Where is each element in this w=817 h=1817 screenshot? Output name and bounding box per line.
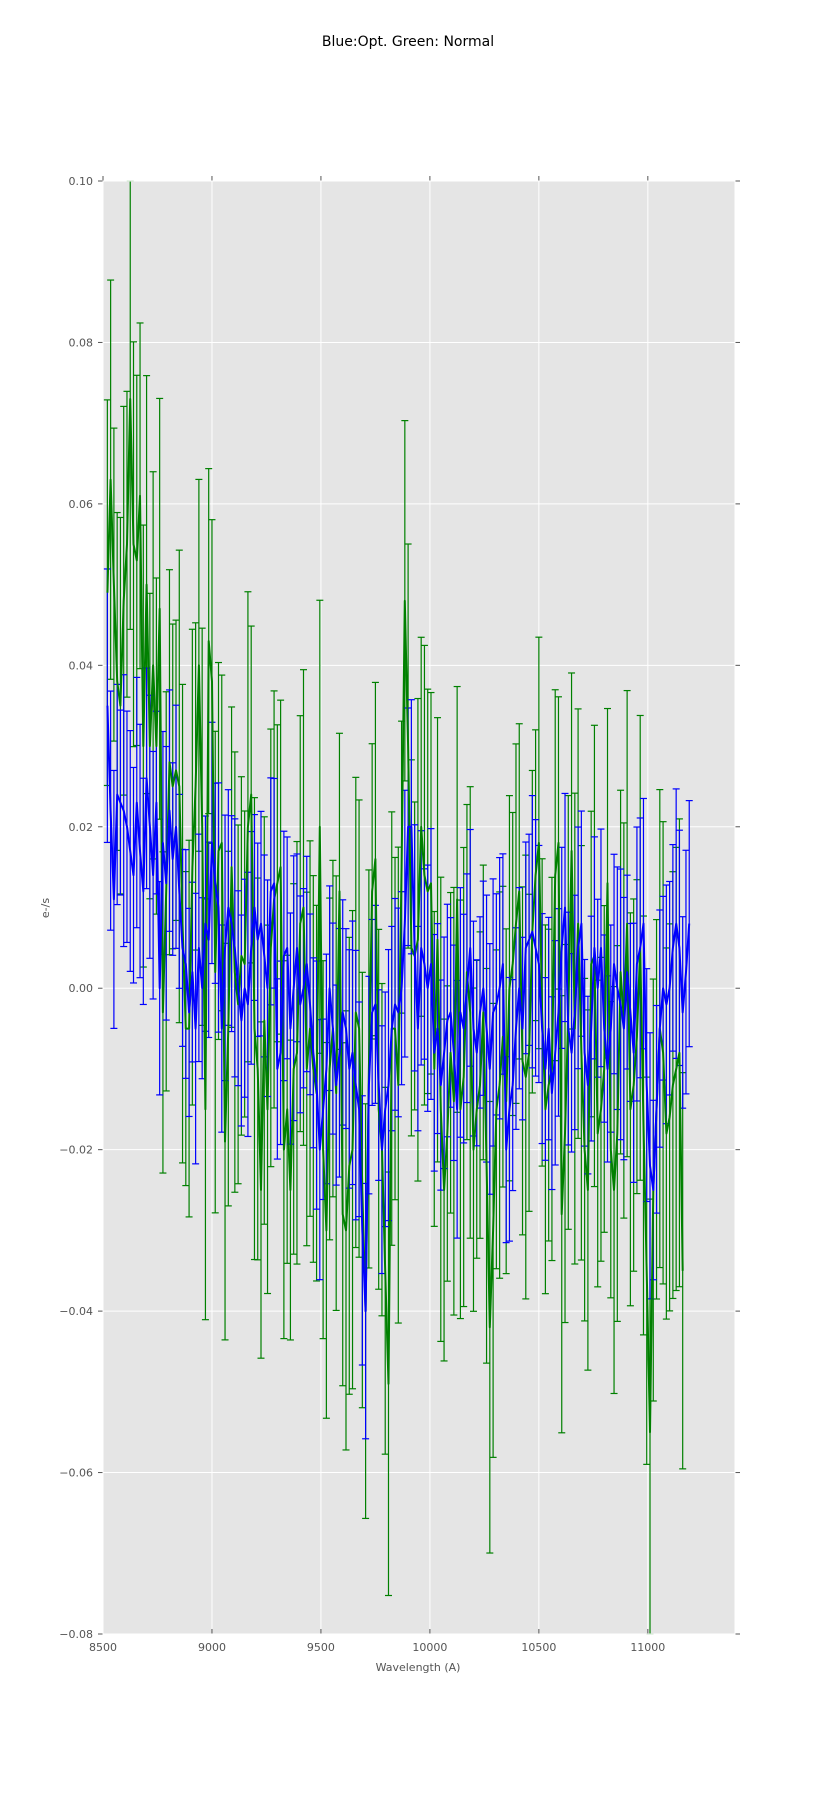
x-tick-label: 10500 [521,1641,556,1654]
axes: 8500 9000 9500 10000 10500 11000 −0.08 −0.06 −0.… [59,175,740,1654]
y-tick-label: 0.00 [69,982,94,995]
blue-series-line [106,705,691,1313]
y-tick-label: 0.06 [69,498,94,511]
y-tick-label: 0.02 [69,821,94,834]
x-axis-label: Wavelength (A) [376,1661,461,1674]
x-tick-label: 9500 [307,1641,335,1654]
x-tick-label: 11000 [630,1641,665,1654]
y-tick-label: 0.08 [69,336,94,349]
x-tick-label: 10000 [412,1641,447,1654]
green-series-line [106,398,684,1434]
series-lines [106,398,691,1434]
chart-title: Blue:Opt. Green: Normal [322,34,494,50]
y-tick-label: 0.04 [69,659,94,672]
y-tick-label: −0.02 [59,1144,93,1157]
x-tick-label: 9000 [198,1641,226,1654]
y-tick-label: 0.10 [69,175,94,188]
y-axis-label: e-/s [39,898,52,918]
y-tick-label: −0.04 [59,1305,93,1318]
y-tick-label: −0.06 [59,1467,93,1480]
plot-border [102,180,736,1635]
y-tick-label: −0.08 [59,1628,93,1641]
x-tick-label: 8500 [89,1641,117,1654]
